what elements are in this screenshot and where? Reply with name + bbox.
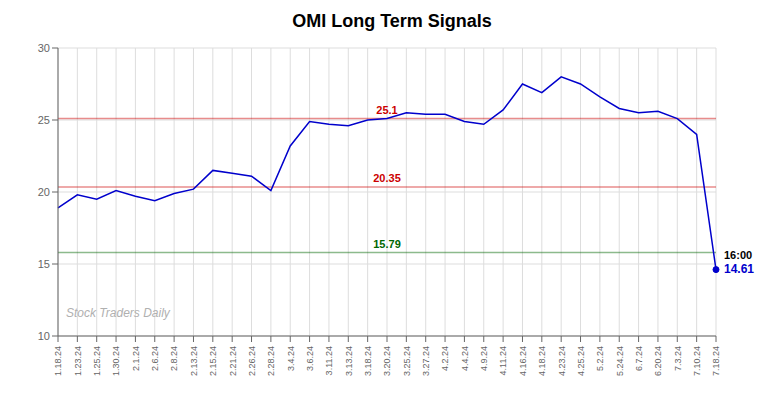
svg-text:1.18.24: 1.18.24 xyxy=(53,346,63,376)
svg-text:4.25.24: 4.25.24 xyxy=(576,346,586,376)
svg-text:3.27.24: 3.27.24 xyxy=(421,346,431,376)
svg-text:15: 15 xyxy=(38,258,50,270)
svg-text:3.20.24: 3.20.24 xyxy=(382,346,392,376)
svg-text:2.13.24: 2.13.24 xyxy=(189,346,199,376)
svg-text:3.11.24: 3.11.24 xyxy=(324,346,334,375)
svg-text:5.2.24: 5.2.24 xyxy=(595,346,605,371)
svg-text:1.23.24: 1.23.24 xyxy=(73,346,83,376)
svg-text:16:00: 16:00 xyxy=(724,249,752,261)
svg-text:15.79: 15.79 xyxy=(373,238,401,250)
svg-text:2.6.24: 2.6.24 xyxy=(150,346,160,371)
svg-text:4.9.24: 4.9.24 xyxy=(479,346,489,371)
svg-text:30: 30 xyxy=(38,42,50,54)
svg-text:25: 25 xyxy=(38,114,50,126)
svg-text:5.24.24: 5.24.24 xyxy=(615,346,625,376)
svg-text:2.1.24: 2.1.24 xyxy=(131,346,141,371)
svg-text:25.1: 25.1 xyxy=(376,104,397,116)
html-text:OMI Long Term Signals: OMI Long Term Signals xyxy=(292,11,492,31)
svg-text:2.8.24: 2.8.24 xyxy=(170,346,180,371)
svg-text:6.20.24: 6.20.24 xyxy=(653,346,663,376)
svg-text:1.25.24: 1.25.24 xyxy=(92,346,102,376)
svg-text:3.4.24: 3.4.24 xyxy=(286,346,296,371)
svg-text:20.35: 20.35 xyxy=(373,172,401,184)
svg-text:3.25.24: 3.25.24 xyxy=(402,346,412,376)
svg-text:20: 20 xyxy=(38,186,50,198)
svg-text:1.30.24: 1.30.24 xyxy=(111,346,121,376)
svg-text:3.13.24: 3.13.24 xyxy=(344,346,354,376)
svg-text:3.18.24: 3.18.24 xyxy=(363,346,373,376)
svg-text:4.16.24: 4.16.24 xyxy=(518,346,528,376)
svg-text:2.26.24: 2.26.24 xyxy=(247,346,257,376)
svg-text:4.2.24: 4.2.24 xyxy=(440,346,450,371)
svg-text:4.23.24: 4.23.24 xyxy=(557,346,567,376)
svg-text:4.11.24: 4.11.24 xyxy=(499,346,509,375)
svg-text:14.61: 14.61 xyxy=(724,262,754,276)
svg-text:4.4.24: 4.4.24 xyxy=(460,346,470,371)
svg-text:6.7.24: 6.7.24 xyxy=(634,346,644,371)
html-text:Stock Traders Daily: Stock Traders Daily xyxy=(66,306,170,320)
svg-text:3.6.24: 3.6.24 xyxy=(305,346,315,371)
svg-text:4.18.24: 4.18.24 xyxy=(537,346,547,376)
svg-text:2.28.24: 2.28.24 xyxy=(266,346,276,376)
svg-text:2.21.24: 2.21.24 xyxy=(228,346,238,376)
svg-text:7.3.24: 7.3.24 xyxy=(673,346,683,371)
svg-text:10: 10 xyxy=(38,330,50,342)
svg-text:7.18.24: 7.18.24 xyxy=(711,346,721,376)
svg-text:7.10.24: 7.10.24 xyxy=(692,346,702,376)
svg-text:2.15.24: 2.15.24 xyxy=(208,346,218,376)
